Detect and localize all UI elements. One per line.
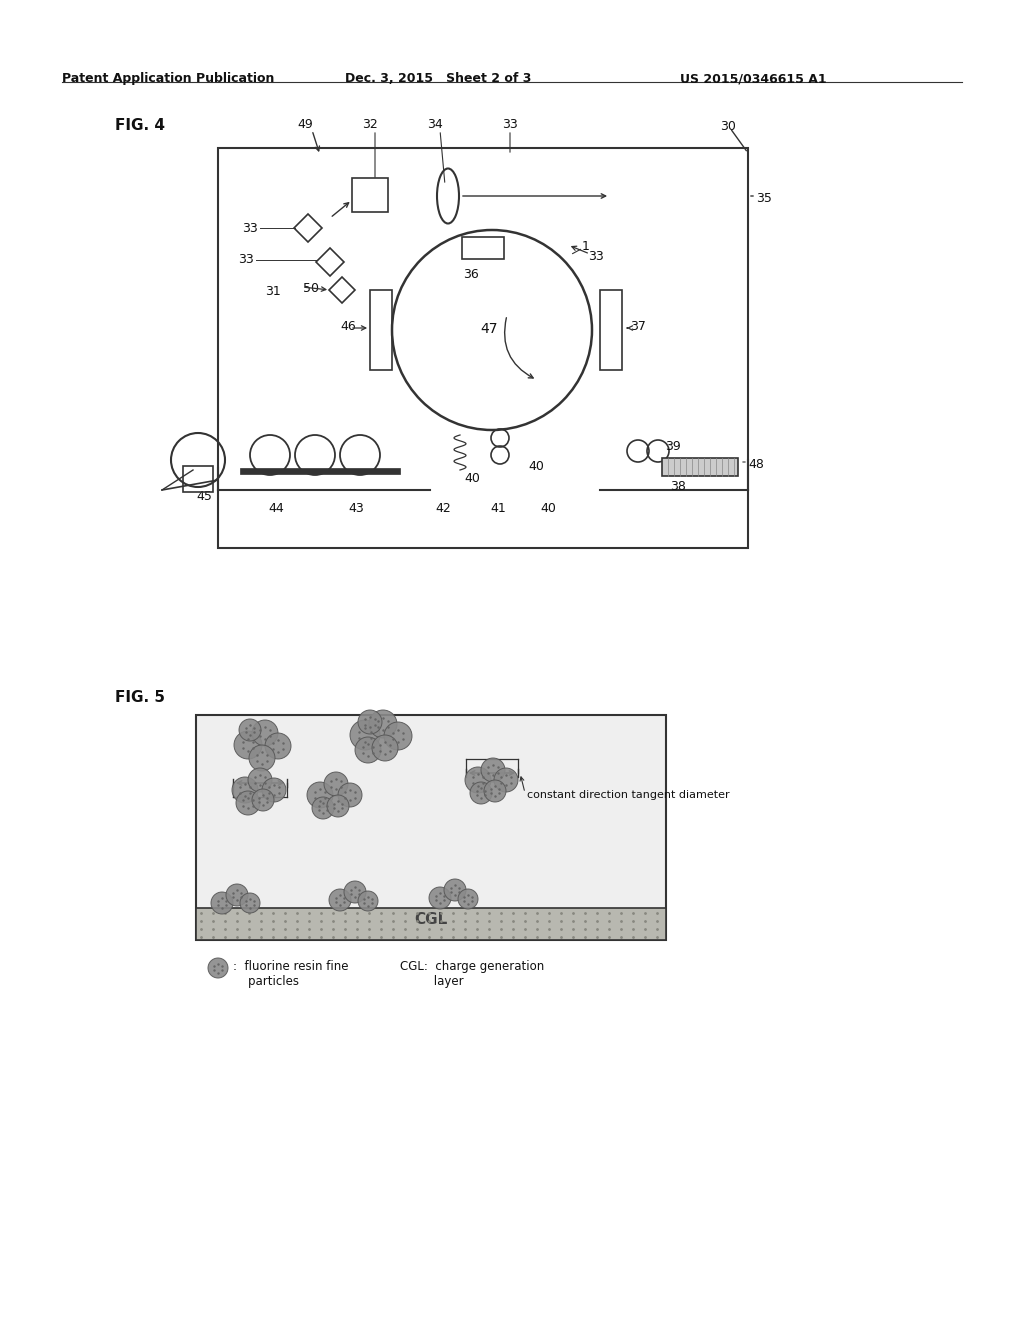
Circle shape (248, 768, 272, 792)
Text: :  fluorine resin fine
    particles: : fluorine resin fine particles (233, 960, 348, 987)
Text: 46: 46 (340, 319, 355, 333)
Circle shape (265, 733, 291, 759)
Text: 30: 30 (720, 120, 736, 133)
Text: 38: 38 (670, 480, 686, 492)
Text: 37: 37 (630, 319, 646, 333)
Text: 41: 41 (490, 502, 506, 515)
Circle shape (338, 783, 362, 807)
Text: 33: 33 (242, 222, 258, 235)
Text: 45: 45 (196, 490, 212, 503)
Text: 40: 40 (528, 459, 544, 473)
Bar (352, 178, 388, 213)
Circle shape (458, 888, 478, 909)
Circle shape (307, 781, 333, 808)
Text: constant direction tangent diameter: constant direction tangent diameter (527, 789, 730, 800)
Bar (600, 290, 622, 370)
Text: 49: 49 (297, 117, 313, 131)
Text: 50: 50 (303, 282, 319, 294)
Circle shape (262, 777, 286, 803)
Circle shape (249, 744, 275, 771)
Circle shape (344, 880, 366, 903)
Text: 34: 34 (427, 117, 442, 131)
Circle shape (429, 887, 451, 909)
Circle shape (358, 891, 378, 911)
Text: 35: 35 (756, 191, 772, 205)
Text: 39: 39 (665, 440, 681, 453)
Circle shape (252, 789, 274, 810)
Bar (370, 290, 392, 370)
Bar (196, 715, 666, 940)
Circle shape (369, 710, 397, 738)
Text: 40: 40 (464, 473, 480, 484)
Text: 40: 40 (540, 502, 556, 515)
Circle shape (350, 719, 380, 750)
Circle shape (355, 737, 381, 763)
Circle shape (226, 884, 248, 906)
Circle shape (494, 768, 518, 792)
Circle shape (465, 767, 490, 793)
Text: FIG. 5: FIG. 5 (115, 690, 165, 705)
Circle shape (232, 777, 258, 803)
Text: 47: 47 (480, 322, 498, 337)
Text: 33: 33 (502, 117, 518, 131)
Text: 43: 43 (348, 502, 364, 515)
Circle shape (329, 888, 351, 911)
Text: Dec. 3, 2015   Sheet 2 of 3: Dec. 3, 2015 Sheet 2 of 3 (345, 73, 531, 84)
Text: 33: 33 (588, 249, 604, 263)
Circle shape (324, 772, 348, 796)
Circle shape (484, 780, 506, 803)
Circle shape (234, 731, 262, 759)
Bar (662, 458, 738, 477)
Text: 1: 1 (582, 240, 590, 253)
Circle shape (470, 781, 492, 804)
Circle shape (481, 758, 505, 781)
Text: FIG. 4: FIG. 4 (115, 117, 165, 133)
Text: CGL:  charge generation
         layer: CGL: charge generation layer (400, 960, 544, 987)
Bar (183, 466, 213, 492)
Circle shape (252, 719, 278, 746)
Text: US 2015/0346615 A1: US 2015/0346615 A1 (680, 73, 826, 84)
Circle shape (240, 894, 260, 913)
Text: 31: 31 (265, 285, 281, 298)
Text: 36: 36 (463, 268, 479, 281)
Text: 48: 48 (748, 458, 764, 471)
Circle shape (444, 879, 466, 902)
Text: 42: 42 (435, 502, 451, 515)
Text: 33: 33 (238, 253, 254, 267)
Circle shape (384, 722, 412, 750)
Circle shape (312, 797, 334, 818)
Bar (240, 469, 400, 474)
Circle shape (236, 791, 260, 814)
Circle shape (327, 795, 349, 817)
Text: 32: 32 (362, 117, 378, 131)
Bar (218, 148, 748, 548)
Text: CGL: CGL (415, 912, 447, 928)
Circle shape (372, 735, 398, 762)
Circle shape (208, 958, 228, 978)
Circle shape (239, 719, 261, 741)
Text: 44: 44 (268, 502, 284, 515)
Bar (462, 238, 504, 259)
Circle shape (211, 892, 233, 913)
Text: Patent Application Publication: Patent Application Publication (62, 73, 274, 84)
Bar (196, 908, 666, 940)
Circle shape (358, 710, 382, 734)
